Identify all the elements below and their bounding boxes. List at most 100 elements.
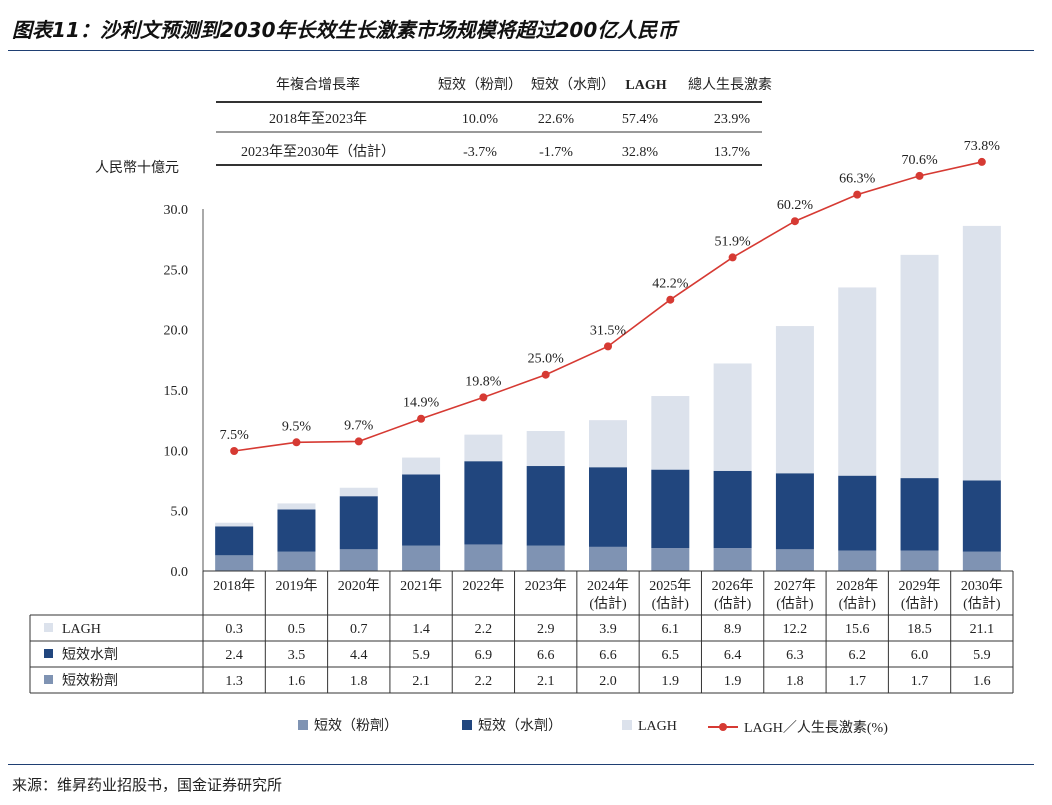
table-cell: 2.4 [225, 648, 243, 663]
line-data-label: 66.3% [839, 172, 876, 187]
x-tick-label: 2029年 [899, 578, 941, 594]
bar-segment [775, 473, 814, 550]
x-tick-label: 2020年 [338, 578, 380, 594]
table-cell: 6.3 [786, 648, 804, 663]
x-tick-label: 2026年 [712, 578, 754, 594]
cagr-cell: 13.7% [714, 145, 751, 160]
line-point [604, 342, 612, 351]
y-tick-label: 10.0 [164, 444, 189, 459]
legend-swatch [298, 720, 308, 730]
table-cell: 2.1 [412, 674, 430, 689]
bar-segment [838, 475, 877, 551]
x-tick-label: 2021年 [400, 578, 442, 594]
table-cell: 5.9 [412, 648, 430, 663]
cagr-header: 總人生長激素 [688, 76, 772, 93]
line-point [479, 393, 488, 402]
cagr-header: LAGH [625, 78, 666, 93]
bar-segment [713, 470, 752, 549]
bar-segment [900, 478, 939, 551]
bar-segment [651, 396, 690, 470]
table-cell: 0.3 [225, 622, 243, 637]
table-cell: 6.2 [848, 648, 866, 663]
legend-swatch [44, 649, 53, 658]
bar-segment [526, 431, 565, 467]
bar-segment [402, 545, 441, 571]
x-tick-label: 2028年 [836, 578, 878, 594]
line-point [354, 437, 363, 446]
x-tick-label: 2024年 [587, 578, 629, 594]
bar-segment [215, 526, 254, 556]
x-tick-label: (估計) [839, 596, 877, 612]
table-cell: 1.3 [225, 674, 243, 689]
bar-segment [775, 326, 814, 474]
table-cell: 6.1 [662, 622, 680, 637]
source-note: 来源：维昇药业招股书，国金证券研究所 [12, 776, 283, 794]
table-cell: 0.7 [350, 622, 368, 637]
table-row-label: LAGH [62, 622, 101, 637]
cagr-header: 短效（粉劑） [438, 76, 522, 93]
x-tick-label: 2027年 [774, 578, 816, 594]
bar-segment [464, 434, 503, 462]
table-cell: 2.2 [475, 674, 493, 689]
line-data-label: 60.2% [777, 198, 814, 213]
table-cell: 6.6 [537, 648, 555, 663]
line-data-label: 9.7% [344, 418, 374, 433]
table-cell: 4.4 [350, 648, 368, 663]
table-cell: 3.5 [288, 648, 306, 663]
table-cell: 1.9 [724, 674, 742, 689]
y-axis-label: 人民幣十億元 [95, 160, 179, 176]
legend-swatch [622, 720, 632, 730]
line-data-label: 9.5% [282, 419, 312, 434]
legend-swatch [44, 623, 53, 632]
line-point [541, 370, 550, 379]
bar-segment [277, 503, 316, 510]
table-row-label: 短效水劑 [62, 646, 118, 663]
bar-segment [464, 461, 503, 545]
line-point [417, 414, 426, 423]
legend-label: 短效（粉劑） [314, 717, 398, 734]
table-cell: 1.6 [288, 674, 306, 689]
line-point [853, 190, 862, 199]
line-data-label: 70.6% [901, 153, 938, 168]
cagr-cell: 32.8% [622, 145, 659, 160]
table-cell: 6.6 [599, 648, 617, 663]
bar-segment [339, 496, 378, 550]
x-tick-label: 2030年 [961, 578, 1003, 594]
line-data-label: 51.9% [715, 234, 752, 249]
table-cell: 5.9 [973, 648, 991, 663]
line-point [666, 295, 675, 304]
table-cell: 2.2 [475, 622, 493, 637]
bar-segment [402, 457, 441, 475]
y-tick-label: 15.0 [164, 384, 189, 399]
x-tick-label: 2025年 [649, 578, 691, 594]
table-cell: 1.8 [350, 674, 368, 689]
x-tick-label: (估計) [652, 596, 690, 612]
bar-segment [339, 487, 378, 497]
line-point [790, 217, 799, 226]
table-cell: 12.2 [783, 622, 808, 637]
y-tick-label: 25.0 [164, 263, 189, 278]
y-tick-label: 30.0 [164, 203, 189, 218]
table-cell: 2.0 [599, 674, 617, 689]
table-cell: 1.7 [848, 674, 866, 689]
table-cell: 0.5 [288, 622, 306, 637]
bar-segment [651, 469, 690, 549]
line-data-label: 42.2% [652, 277, 689, 292]
table-cell: 1.8 [786, 674, 804, 689]
table-cell: 1.7 [911, 674, 929, 689]
cagr-cell: -3.7% [463, 145, 497, 160]
x-tick-label: (估計) [714, 596, 752, 612]
line-data-label: 14.9% [403, 396, 440, 411]
cagr-cell: 57.4% [622, 112, 659, 127]
y-tick-label: 0.0 [171, 565, 189, 580]
x-tick-label: (估計) [963, 596, 1001, 612]
x-tick-label: (估計) [776, 596, 814, 612]
figure-title: 图表11：沙利文预测到2030年长效生长激素市场规模将超过200亿人民币 [12, 18, 678, 42]
line-point [977, 157, 986, 166]
y-tick-label: 5.0 [171, 505, 189, 520]
table-cell: 6.9 [475, 648, 493, 663]
cagr-cell: 2018年至2023年 [269, 111, 367, 127]
bar-segment [402, 474, 441, 546]
table-cell: 18.5 [907, 622, 932, 637]
